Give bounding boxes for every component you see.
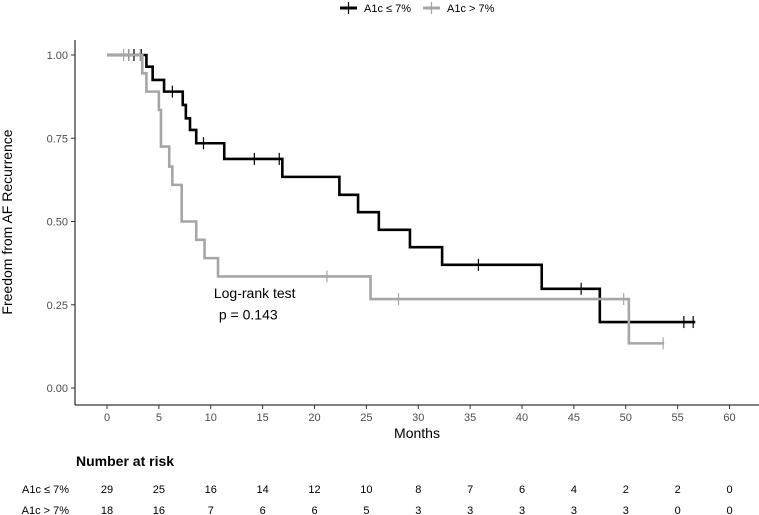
risk-value-a1c-gt-7: 3 [519, 505, 525, 515]
risk-value-a1c-gt-7: 3 [571, 505, 577, 515]
risk-value-a1c-gt-7: 7 [208, 505, 214, 515]
risk-value-a1c-le-7: 2 [623, 484, 629, 496]
x-tick-label: 45 [568, 412, 580, 424]
risk-value-a1c-le-7: 4 [571, 484, 577, 496]
x-tick-label: 55 [672, 412, 684, 424]
survival-curves [107, 49, 696, 350]
risk-value-a1c-gt-7: 3 [467, 505, 473, 515]
risk-value-a1c-le-7: 10 [360, 484, 372, 496]
risk-value-a1c-le-7: 6 [519, 484, 525, 496]
risk-value-a1c-le-7: 0 [726, 484, 732, 496]
risk-table-title: Number at risk [76, 453, 174, 469]
legend-label-a1c-gt-7: A1c > 7% [447, 3, 495, 15]
risk-value-a1c-gt-7: 16 [153, 505, 165, 515]
x-tick-label: 0 [104, 412, 110, 424]
risk-value-a1c-gt-7: 0 [726, 505, 732, 515]
y-axis-ticks: 0.00 0.25 0.50 0.75 1.00 [47, 50, 75, 395]
x-tick-label: 15 [257, 412, 269, 424]
y-tick-label: 0.25 [47, 300, 68, 312]
y-tick-label: 1.00 [47, 50, 68, 62]
x-tick-label: 50 [620, 412, 632, 424]
logrank-p-value: p = 0.143 [219, 307, 278, 323]
risk-row-label-a1c-gt-7: A1c > 7% [22, 505, 70, 515]
risk-value-a1c-gt-7: 18 [101, 505, 113, 515]
risk-row-label-a1c-le-7: A1c ≤ 7% [22, 484, 69, 496]
risk-value-a1c-gt-7: 5 [363, 505, 369, 515]
risk-table-values: 29 25 16 14 12 10 8 7 6 4 2 2 018 16 7 6 6 5 3 3 3 3 3 0 0 [101, 484, 733, 515]
legend: A1c ≤ 7% A1c > 7% [340, 2, 495, 15]
curve-a1c-gt-7 [107, 53, 665, 345]
y-axis-title: Freedom from AF Recurrence [0, 129, 15, 314]
risk-value-a1c-gt-7: 3 [623, 505, 629, 515]
x-tick-label: 60 [723, 412, 735, 424]
legend-item-a1c-gt-7: A1c > 7% [423, 2, 495, 15]
logrank-test-label: Log-rank test [214, 285, 296, 301]
legend-item-a1c-le-7: A1c ≤ 7% [340, 2, 411, 15]
y-tick-label: 0.75 [47, 133, 68, 145]
legend-label-a1c-le-7: A1c ≤ 7% [364, 3, 411, 15]
risk-value-a1c-le-7: 29 [101, 484, 113, 496]
risk-value-a1c-le-7: 25 [153, 484, 165, 496]
x-tick-label: 40 [516, 412, 528, 424]
risk-value-a1c-le-7: 8 [415, 484, 421, 496]
risk-value-a1c-gt-7: 0 [675, 505, 681, 515]
x-tick-label: 20 [308, 412, 320, 424]
y-tick-label: 0.00 [47, 383, 68, 395]
risk-value-a1c-le-7: 12 [308, 484, 320, 496]
curve-a1c-le-7 [107, 53, 696, 324]
risk-value-a1c-le-7: 14 [257, 484, 269, 496]
risk-value-a1c-le-7: 7 [467, 484, 473, 496]
risk-value-a1c-gt-7: 3 [415, 505, 421, 515]
x-tick-label: 5 [156, 412, 162, 424]
x-axis-ticks: 0 5 10 15 20 25 30 35 40 45 50 55 60 [104, 405, 736, 424]
x-tick-label: 35 [464, 412, 476, 424]
x-tick-label: 30 [412, 412, 424, 424]
x-tick-label: 10 [205, 412, 217, 424]
x-axis-title: Months [394, 425, 440, 441]
risk-value-a1c-gt-7: 6 [311, 505, 317, 515]
risk-value-a1c-le-7: 2 [675, 484, 681, 496]
x-tick-label: 25 [360, 412, 372, 424]
y-tick-label: 0.50 [47, 217, 68, 229]
risk-value-a1c-gt-7: 6 [260, 505, 266, 515]
risk-value-a1c-le-7: 16 [205, 484, 217, 496]
